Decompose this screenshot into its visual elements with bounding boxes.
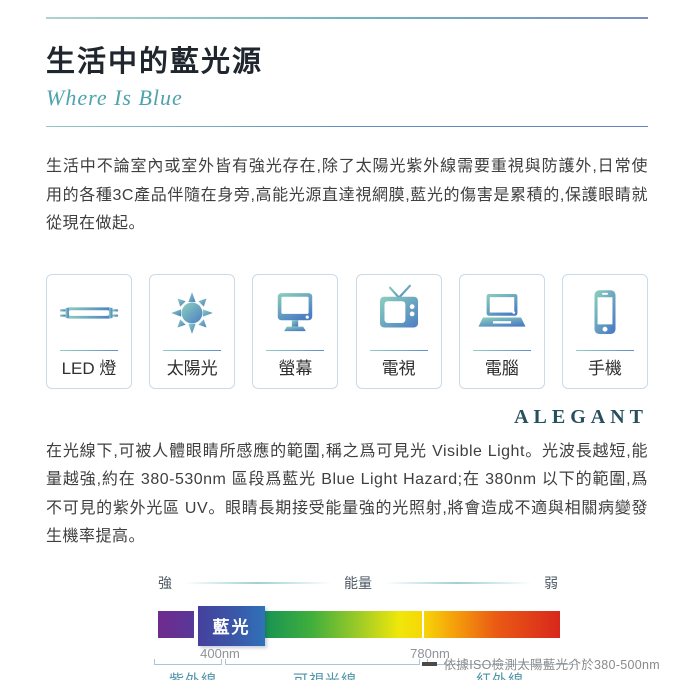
dash-icon bbox=[421, 661, 437, 666]
uv-region-label: 紫外線 bbox=[168, 671, 218, 680]
energy-label: 能量 bbox=[344, 574, 372, 591]
card-divider bbox=[266, 349, 325, 351]
led-tube-icon bbox=[59, 281, 119, 346]
energy-strong-label: 強 bbox=[158, 574, 172, 591]
card-computer: 電腦 bbox=[458, 273, 545, 389]
laptop-icon bbox=[473, 281, 531, 346]
sun-icon bbox=[163, 281, 221, 346]
card-label: LED 燈 bbox=[61, 358, 117, 378]
page-title: 生活中的藍光源 bbox=[46, 46, 264, 78]
card-label: 電視 bbox=[381, 358, 416, 378]
visible-bracket bbox=[225, 658, 420, 665]
energy-weak-label: 弱 bbox=[544, 574, 558, 591]
phone-icon bbox=[577, 281, 633, 346]
tick-400nm: 400nm bbox=[200, 645, 240, 661]
card-label: 太陽光 bbox=[166, 358, 218, 378]
page-subtitle: Where Is Blue bbox=[46, 85, 183, 110]
light-source-cards: LED 燈 bbox=[46, 273, 648, 389]
top-accent-line bbox=[46, 17, 648, 19]
visible-region-label: 可視光線 bbox=[292, 671, 358, 680]
tv-icon bbox=[370, 281, 428, 346]
spectrum-bar-gap bbox=[194, 610, 198, 638]
card-divider bbox=[575, 349, 634, 351]
iso-note: 依據ISO檢測太陽藍光介於380-500nm bbox=[421, 654, 660, 673]
tick-780nm: 780nm bbox=[410, 645, 450, 661]
card-monitor: 螢幕 bbox=[252, 273, 339, 389]
intro-paragraph: 生活中不論室內或室外皆有強光存在,除了太陽光紫外線需要重視與防護外,日常使用的各… bbox=[46, 158, 648, 232]
ir-region-label: 紅外線 bbox=[475, 671, 525, 680]
card-label: 螢幕 bbox=[278, 358, 313, 378]
energy-line-left bbox=[184, 581, 332, 584]
card-divider bbox=[472, 349, 531, 351]
section-divider bbox=[46, 126, 648, 127]
monitor-icon bbox=[266, 281, 324, 346]
iso-note-text: 依據ISO檢測太陽藍光介於380-500nm bbox=[443, 658, 660, 672]
uv-bracket bbox=[154, 658, 222, 665]
spectrum-diagram: 強 能量 弱 藍光 400nm 780nm 紫外線 可視光線 紅外線 bbox=[154, 573, 578, 680]
blue-light-segment: 藍光 bbox=[198, 605, 265, 646]
energy-scale: 強 能量 弱 bbox=[158, 573, 558, 593]
brand-logo: ALEGANT bbox=[514, 405, 648, 428]
card-led-light: LED 燈 bbox=[46, 273, 132, 389]
card-divider bbox=[60, 349, 118, 351]
card-divider bbox=[163, 349, 222, 351]
card-tv: 電視 bbox=[355, 273, 442, 389]
card-divider bbox=[369, 349, 428, 351]
body-paragraph: 在光線下,可被人體眼睛所感應的範圍,稱之爲可見光 Visible Light。光… bbox=[46, 442, 648, 546]
card-label: 手機 bbox=[587, 358, 622, 378]
card-label: 電腦 bbox=[484, 358, 519, 378]
spectrum-780-divider bbox=[422, 610, 424, 638]
energy-line-right bbox=[384, 581, 532, 584]
card-sunlight: 太陽光 bbox=[149, 273, 236, 389]
card-phone: 手機 bbox=[561, 273, 648, 389]
